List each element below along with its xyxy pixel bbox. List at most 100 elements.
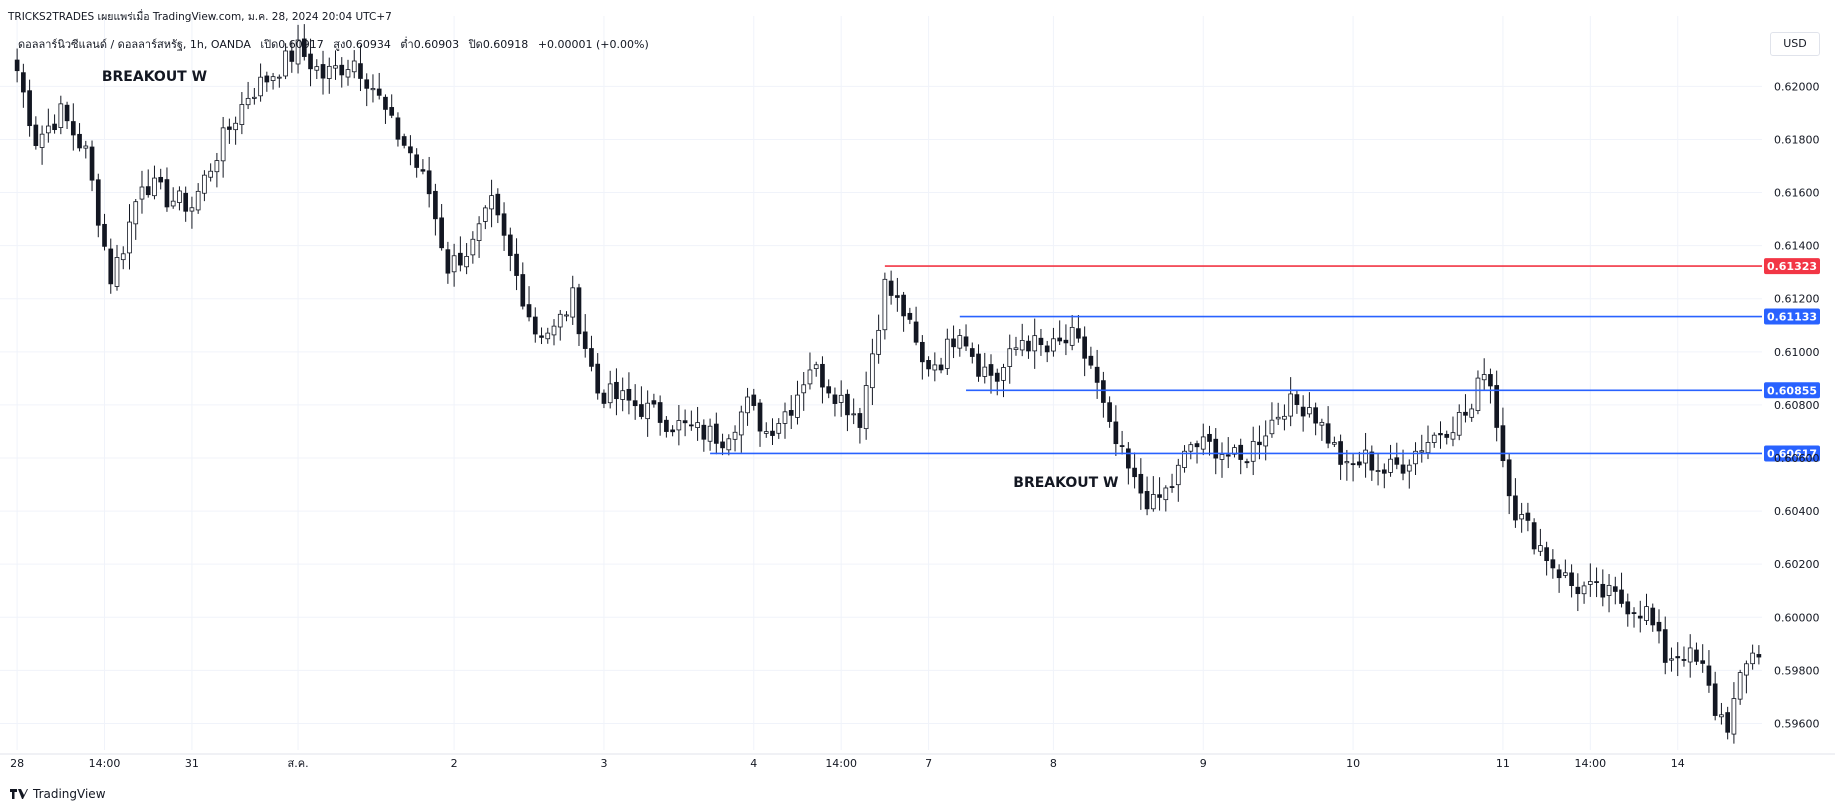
- level-price-badge: [1764, 382, 1820, 399]
- candle: [807, 352, 813, 390]
- currency-button[interactable]: USD: [1770, 32, 1820, 56]
- candle-body: [795, 394, 800, 418]
- candle: [1544, 541, 1549, 576]
- candle-body: [1019, 340, 1025, 351]
- candle-body: [314, 66, 320, 71]
- candle-body: [283, 50, 288, 77]
- candle-body: [33, 124, 39, 146]
- candle: [1157, 477, 1162, 511]
- candle-body: [46, 125, 51, 134]
- candle: [308, 38, 313, 87]
- price-axis[interactable]: 0.62000 0.61800 0.61600 0.61400 0.61200 0.610…: [1774, 80, 1820, 730]
- candle-body: [1300, 406, 1306, 417]
- candle: [408, 135, 413, 166]
- candle: [89, 140, 95, 192]
- candle-body: [689, 424, 694, 427]
- price-tick: 0.61400: [1774, 240, 1820, 253]
- candle-body: [907, 312, 913, 320]
- candle: [526, 286, 532, 322]
- candle-body: [1057, 337, 1063, 342]
- candle-body: [1244, 461, 1250, 464]
- chart-grid: [0, 16, 1762, 750]
- candle-body: [763, 431, 769, 434]
- candle-body: [532, 316, 538, 335]
- symbol-name[interactable]: ดอลลาร์นิวซีแลนด์ / ดอลลาร์สหรัฐ, 1h, OA…: [18, 38, 251, 51]
- candle: [1519, 502, 1524, 533]
- candle: [857, 407, 863, 444]
- candle: [39, 125, 45, 165]
- candle: [738, 405, 744, 453]
- candle: [1019, 323, 1025, 357]
- candle-body: [1250, 440, 1256, 462]
- time-axis[interactable]: 28 14:00 31 ส.ค. 2 3 4 14:00 7 8 9 10 11 14:00 14: [0, 753, 1835, 770]
- candle: [1325, 406, 1331, 449]
- candle: [514, 238, 519, 291]
- candle: [1244, 458, 1250, 469]
- candle-body: [876, 329, 881, 355]
- candle: [1138, 458, 1144, 510]
- candle: [1494, 370, 1500, 442]
- candle: [782, 402, 788, 439]
- candle: [451, 243, 457, 287]
- candle-body: [326, 65, 332, 79]
- candle-body: [189, 207, 195, 212]
- candle-body: [788, 410, 794, 416]
- candle: [1307, 392, 1312, 418]
- candle: [1469, 403, 1475, 422]
- candle-body: [1082, 336, 1087, 359]
- candle: [895, 277, 900, 312]
- candle-body: [582, 331, 588, 349]
- candle: [214, 152, 220, 188]
- candle-body: [1350, 463, 1356, 466]
- candle-body: [1275, 416, 1281, 420]
- candle-body: [1687, 647, 1693, 663]
- candle: [1375, 453, 1381, 486]
- candle-body: [1094, 366, 1100, 383]
- candle-body: [1631, 612, 1637, 614]
- candle: [252, 87, 257, 105]
- candle-body: [1169, 486, 1175, 488]
- candle: [127, 204, 132, 270]
- candle: [158, 168, 164, 190]
- candle: [994, 368, 1000, 396]
- candle: [420, 159, 426, 175]
- candle: [1450, 416, 1456, 447]
- candle-body: [920, 341, 925, 363]
- candle: [1406, 459, 1412, 489]
- candle-body: [1144, 491, 1150, 510]
- candle-body: [1737, 672, 1743, 700]
- candle: [976, 344, 981, 382]
- symbol-bar: ดอลลาร์นิวซีแลนด์ / ดอลลาร์สหรัฐ, 1h, OA…: [18, 35, 655, 53]
- time-tick: 14:00: [89, 757, 121, 770]
- level-price-badge: [1764, 258, 1820, 275]
- candle: [1338, 434, 1343, 480]
- candle-body: [83, 145, 89, 149]
- time-tick: 7: [925, 757, 932, 770]
- candle: [632, 384, 638, 420]
- candle: [595, 353, 601, 400]
- candle: [320, 50, 326, 95]
- candle-body: [676, 420, 682, 431]
- candle: [1350, 453, 1356, 482]
- candle: [1488, 368, 1493, 404]
- candle: [370, 74, 376, 103]
- candle: [682, 409, 688, 437]
- candle-body: [233, 122, 238, 131]
- candle: [1013, 336, 1019, 356]
- candle: [351, 50, 357, 79]
- candle-body: [1419, 450, 1425, 453]
- candle: [189, 196, 195, 229]
- candle-body: [1525, 512, 1531, 521]
- tradingview-logo[interactable]: TradingView: [10, 787, 106, 801]
- candle: [345, 59, 351, 86]
- price-tick: 0.61800: [1774, 133, 1820, 146]
- candle-body: [1363, 449, 1368, 464]
- candle: [389, 94, 395, 119]
- candle-body: [177, 190, 182, 203]
- candle-body: [464, 256, 469, 268]
- candle: [1357, 451, 1362, 468]
- candle-body: [713, 423, 719, 444]
- candle: [1712, 671, 1718, 721]
- candle: [1413, 442, 1418, 475]
